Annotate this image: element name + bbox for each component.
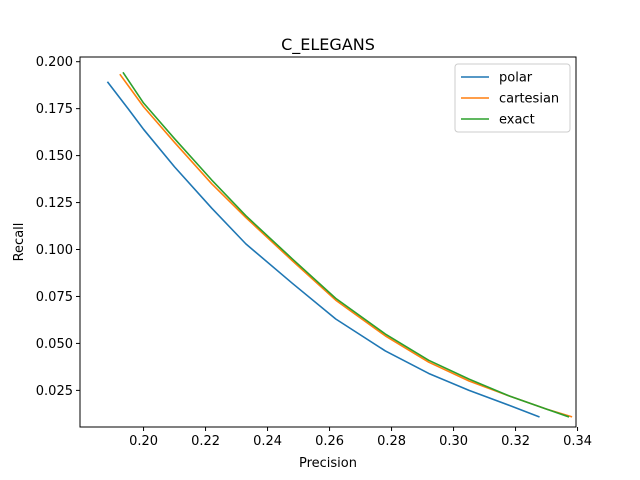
x-tick-label: 0.22 (191, 434, 220, 449)
x-tick-label: 0.34 (563, 434, 592, 449)
axes-frame (79, 56, 577, 428)
plot-area (79, 56, 577, 428)
x-axis-label: Precision (299, 456, 357, 471)
x-tick-label: 0.24 (253, 434, 282, 449)
legend-label-polar: polar (499, 71, 533, 86)
x-tick-label: 0.32 (501, 434, 530, 449)
y-axis: 0.025 0.050 0.075 0.100 0.125 0.150 0.175 0.200 (36, 55, 80, 399)
x-axis: 0.20 0.22 0.24 0.26 0.28 0.30 0.32 0.34 (129, 427, 592, 449)
y-tick-label: 0.200 (36, 55, 73, 70)
x-tick-label: 0.30 (439, 434, 468, 449)
y-axis-label: Recall (12, 223, 27, 262)
series-layer (106, 71, 573, 418)
y-tick-label: 0.075 (36, 290, 73, 305)
x-tick-label: 0.28 (377, 434, 406, 449)
y-tick-label: 0.050 (36, 337, 73, 352)
legend: polar cartesian exact (454, 63, 571, 133)
y-tick-label: 0.100 (36, 243, 73, 258)
series-line-exact (122, 71, 570, 418)
y-tick-label: 0.150 (36, 149, 73, 164)
y-tick-label: 0.125 (36, 196, 73, 211)
legend-box (454, 63, 571, 133)
legend-label-exact: exact (499, 113, 535, 128)
x-tick-label: 0.26 (315, 434, 344, 449)
series-line-polar (106, 81, 540, 418)
y-tick-label: 0.175 (36, 102, 73, 117)
legend-label-cartesian: cartesian (499, 92, 559, 107)
y-tick-label: 0.025 (36, 384, 73, 399)
x-tick-label: 0.20 (129, 434, 158, 449)
chart-title: C_ELEGANS (281, 35, 375, 55)
